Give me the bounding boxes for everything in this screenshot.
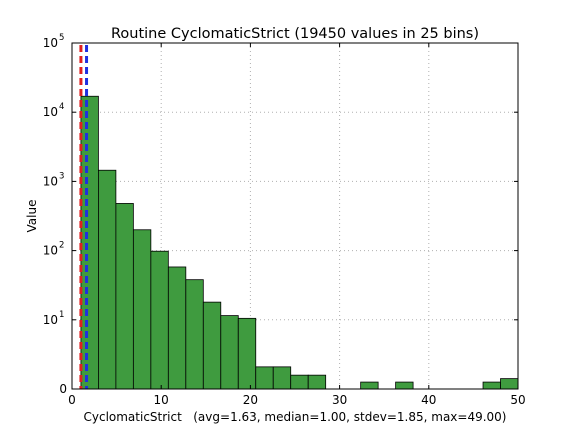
histogram-bar <box>482 381 501 390</box>
y-tick-label: 10 <box>43 174 58 188</box>
histogram-bar <box>167 266 187 390</box>
x-tick-label: 20 <box>243 393 258 407</box>
histogram-bar <box>500 378 519 390</box>
histogram-bar <box>237 317 257 390</box>
y-tick-label: 0 <box>59 382 67 396</box>
histogram-bar <box>202 301 222 390</box>
histogram-bar <box>150 250 169 390</box>
y-tick-label: 10 <box>43 244 58 258</box>
axis-ticks <box>71 42 519 390</box>
y-axis-label: Value <box>25 200 39 233</box>
y-tick-exponent: 4 <box>59 102 64 112</box>
y-tick-exponent: 5 <box>59 33 64 43</box>
y-tick-exponent: 2 <box>59 241 64 251</box>
histogram-bar <box>360 381 379 390</box>
x-axis-label: CyclomaticStrict (avg=1.63, median=1.00,… <box>83 410 506 424</box>
bars <box>80 95 519 390</box>
y-tick-label: 10 <box>43 313 58 327</box>
x-tick-label: 50 <box>510 393 525 407</box>
y-tick-exponent: 3 <box>59 171 64 181</box>
histogram-bar <box>307 374 327 390</box>
x-tick-labels: 0 10 20 30 40 50 <box>68 393 525 407</box>
histogram-bar <box>395 381 414 390</box>
x-tick-label: 40 <box>421 393 436 407</box>
x-tick-label: 0 <box>68 393 76 407</box>
x-tick-label: 10 <box>154 393 169 407</box>
stat-lines <box>79 45 89 389</box>
plot-frame <box>71 42 519 390</box>
histogram-bar <box>98 169 117 390</box>
x-tick-label: 30 <box>332 393 347 407</box>
histogram-bar <box>115 203 134 390</box>
histogram-bar <box>80 95 99 390</box>
histogram-bar <box>272 366 292 390</box>
histogram-bar <box>132 229 152 390</box>
histogram-bar <box>220 315 239 390</box>
y-tick-label: 10 <box>43 36 58 50</box>
histogram-bar <box>255 366 274 390</box>
histogram-bar <box>185 279 204 390</box>
y-tick-label: 10 <box>43 105 58 119</box>
chart-title: Routine CyclomaticStrict (19450 values i… <box>111 26 479 42</box>
y-tick-exponent: 1 <box>59 310 64 320</box>
histogram-bar <box>290 374 309 390</box>
